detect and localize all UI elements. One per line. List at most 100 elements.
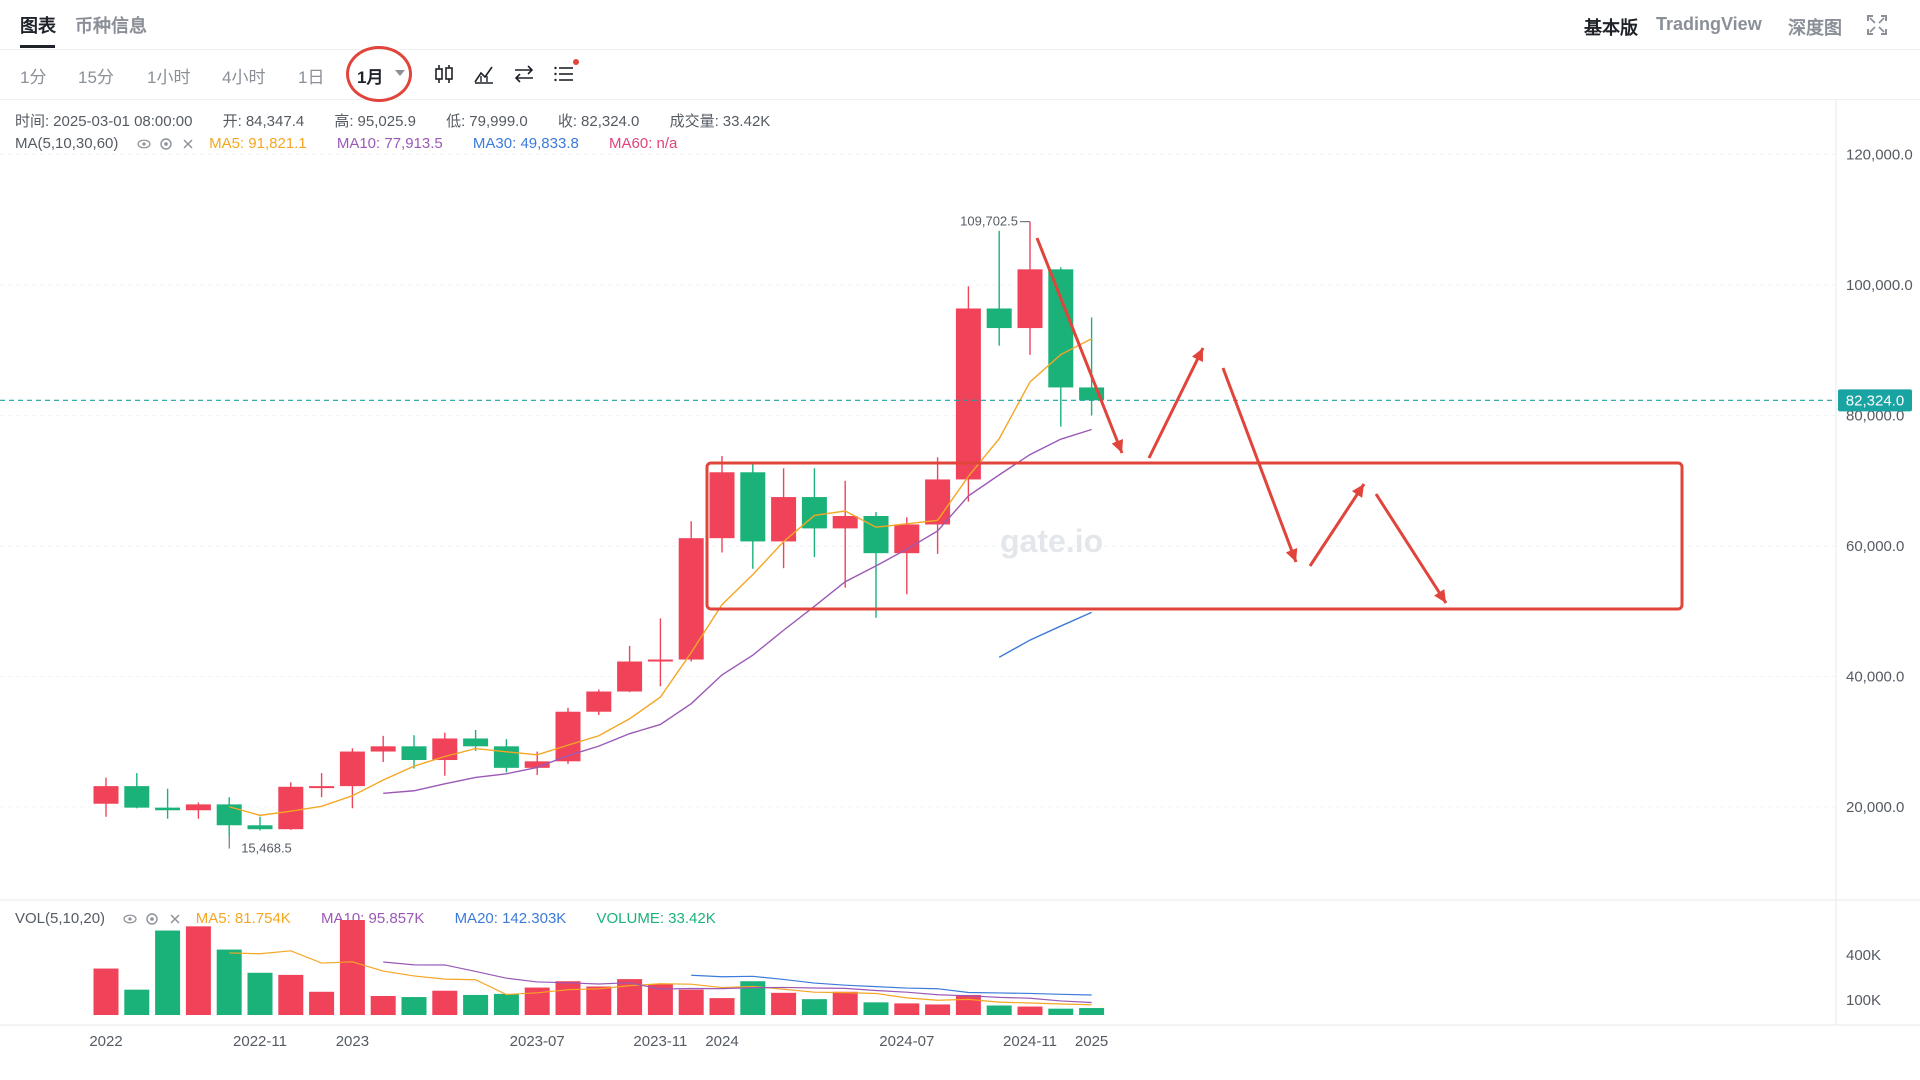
volume-ma-lines [229, 950, 1092, 1006]
candle-type-icon[interactable] [432, 62, 456, 86]
arrow-down-1-head [1111, 439, 1124, 453]
arrow-down-1 [1035, 237, 1124, 454]
ma5-value: MA5: 91,821.1 [209, 135, 307, 152]
timeframe-15m[interactable]: 15分 [78, 68, 114, 87]
settings-gear-icon[interactable] [159, 137, 173, 151]
fullscreen-icon[interactable] [1866, 14, 1888, 36]
time-tick-label: 2023 [336, 1033, 369, 1050]
vol-indicator-label: VOL(5,10,20) [15, 910, 106, 927]
arrow-up-1 [1147, 347, 1205, 459]
highlight-circle-annotation [346, 46, 412, 102]
volume-bar [247, 972, 273, 1015]
price-axis-labels: 120,000.0 100,000.0 80,000.0 60,000.0 40,000… [1846, 147, 1913, 817]
time-tick-label: 2023-07 [510, 1033, 565, 1050]
time-tick-label: 2024-07 [879, 1033, 934, 1050]
volume-bar [955, 994, 981, 1015]
volume-axis-labels: 400K 100K [1846, 947, 1881, 1009]
ma10-value: MA10: 77,913.5 [336, 135, 443, 152]
volume-bar [986, 1005, 1012, 1015]
time-label: 时间: [15, 113, 50, 130]
volume-bar [309, 991, 335, 1015]
top-tab-bar: 图表 币种信息 基本版 TradingView 深度图 [0, 0, 1920, 50]
candle-body [709, 472, 735, 539]
ma-indicator-label: MA(5,10,30,60) [15, 135, 119, 152]
arrow-up-2 [1308, 483, 1366, 567]
timeframe-1m[interactable]: 1分 [20, 68, 47, 87]
timeframe-1d[interactable]: 1日 [298, 68, 325, 87]
vol-settings-icon[interactable] [145, 912, 159, 926]
ma-legend-line: MA(5,10,30,60) MA5: 91,821.1 MA10: 77,91… [15, 135, 681, 152]
vol-ma10-line [383, 961, 1092, 1004]
time-tick-label: 2024 [705, 1033, 738, 1050]
candle-body [832, 515, 858, 529]
arrow-down-2-head [1285, 548, 1298, 562]
volume-bar [155, 930, 181, 1015]
high-label: 高: [334, 113, 354, 130]
timeframe-1h[interactable]: 1小时 [147, 68, 191, 87]
low-label: 低: [446, 113, 466, 130]
candle-body [93, 786, 119, 804]
high-price-label: 109,702.5 [960, 214, 1018, 229]
volume-bar [401, 997, 427, 1015]
time-value: 2025-03-01 08:00:00 [53, 113, 193, 130]
ma10-line [383, 428, 1092, 795]
volume-bar [801, 999, 827, 1015]
vol-close-icon[interactable] [168, 912, 182, 926]
tab-chart[interactable]: 图表 [20, 16, 56, 36]
volume-tick-label: 400K [1846, 947, 1881, 964]
swap-icon[interactable] [512, 62, 536, 86]
candle-body [247, 825, 273, 830]
active-tab-underline [20, 45, 55, 48]
low-value: 79,999.0 [469, 113, 528, 130]
settings-list-icon[interactable] [552, 62, 576, 86]
volume-current-value: VOLUME: 33.42K [596, 910, 716, 927]
candle-body [401, 746, 427, 761]
eye-icon[interactable] [136, 137, 151, 151]
vol-eye-icon[interactable] [123, 912, 137, 926]
tab-coin-info[interactable]: 币种信息 [75, 16, 147, 36]
volume-bar [339, 920, 365, 1015]
notification-dot [573, 59, 579, 65]
candle-body [339, 751, 365, 787]
drawing-annotations [705, 237, 1684, 611]
time-tick-label: 2024-11 [1003, 1033, 1057, 1050]
volume-tick-label: 100K [1846, 992, 1881, 1009]
volume-bar [586, 986, 612, 1015]
candle-body [863, 515, 889, 554]
time-tick-label: 2023-11 [633, 1033, 687, 1050]
close-icon[interactable] [181, 137, 195, 151]
vol-ma5-value: MA5: 81.754K [195, 910, 291, 927]
ma5-line [229, 338, 1092, 817]
arrow-down-3 [1374, 493, 1448, 604]
volume-bar [432, 990, 458, 1015]
price-tick-label: 100,000.0 [1846, 277, 1913, 294]
ma60-value: MA60: n/a [609, 135, 678, 152]
candle-body [309, 786, 335, 789]
candle-body [370, 746, 396, 752]
indicator-icon[interactable] [472, 62, 496, 86]
candle-body [586, 691, 612, 712]
close-value: 82,324.0 [581, 113, 640, 130]
vol-ma20-value: MA20: 142.303K [454, 910, 567, 927]
price-tag-label: 82,324.0 [1846, 392, 1904, 409]
arrow-up-2-head [1351, 484, 1364, 498]
volume-bar [1017, 1006, 1043, 1015]
price-tick-label: 40,000.0 [1846, 669, 1904, 686]
time-axis-labels: 2022 2022-11 2023 2023-07 2023-11 2024 2024-07… [89, 1033, 1108, 1050]
candle-body [216, 804, 242, 826]
tab-depth-chart[interactable]: 深度图 [1788, 18, 1842, 38]
tab-basic-version[interactable]: 基本版 [1584, 18, 1638, 38]
candle-body [463, 738, 489, 747]
candle-body [278, 786, 304, 830]
timeframe-4h[interactable]: 4小时 [222, 68, 266, 87]
price-tick-label: 80,000.0 [1846, 408, 1904, 425]
low-price-label: 15,468.5 [241, 841, 292, 856]
price-tick-label: 20,000.0 [1846, 799, 1904, 816]
candle-body [155, 807, 181, 811]
vol-ma5-line [229, 950, 1092, 1006]
time-tick-label: 2022 [89, 1033, 122, 1050]
volume-bar [185, 926, 211, 1015]
volume-bar [771, 992, 797, 1015]
tab-tradingview[interactable]: TradingView [1656, 14, 1762, 34]
